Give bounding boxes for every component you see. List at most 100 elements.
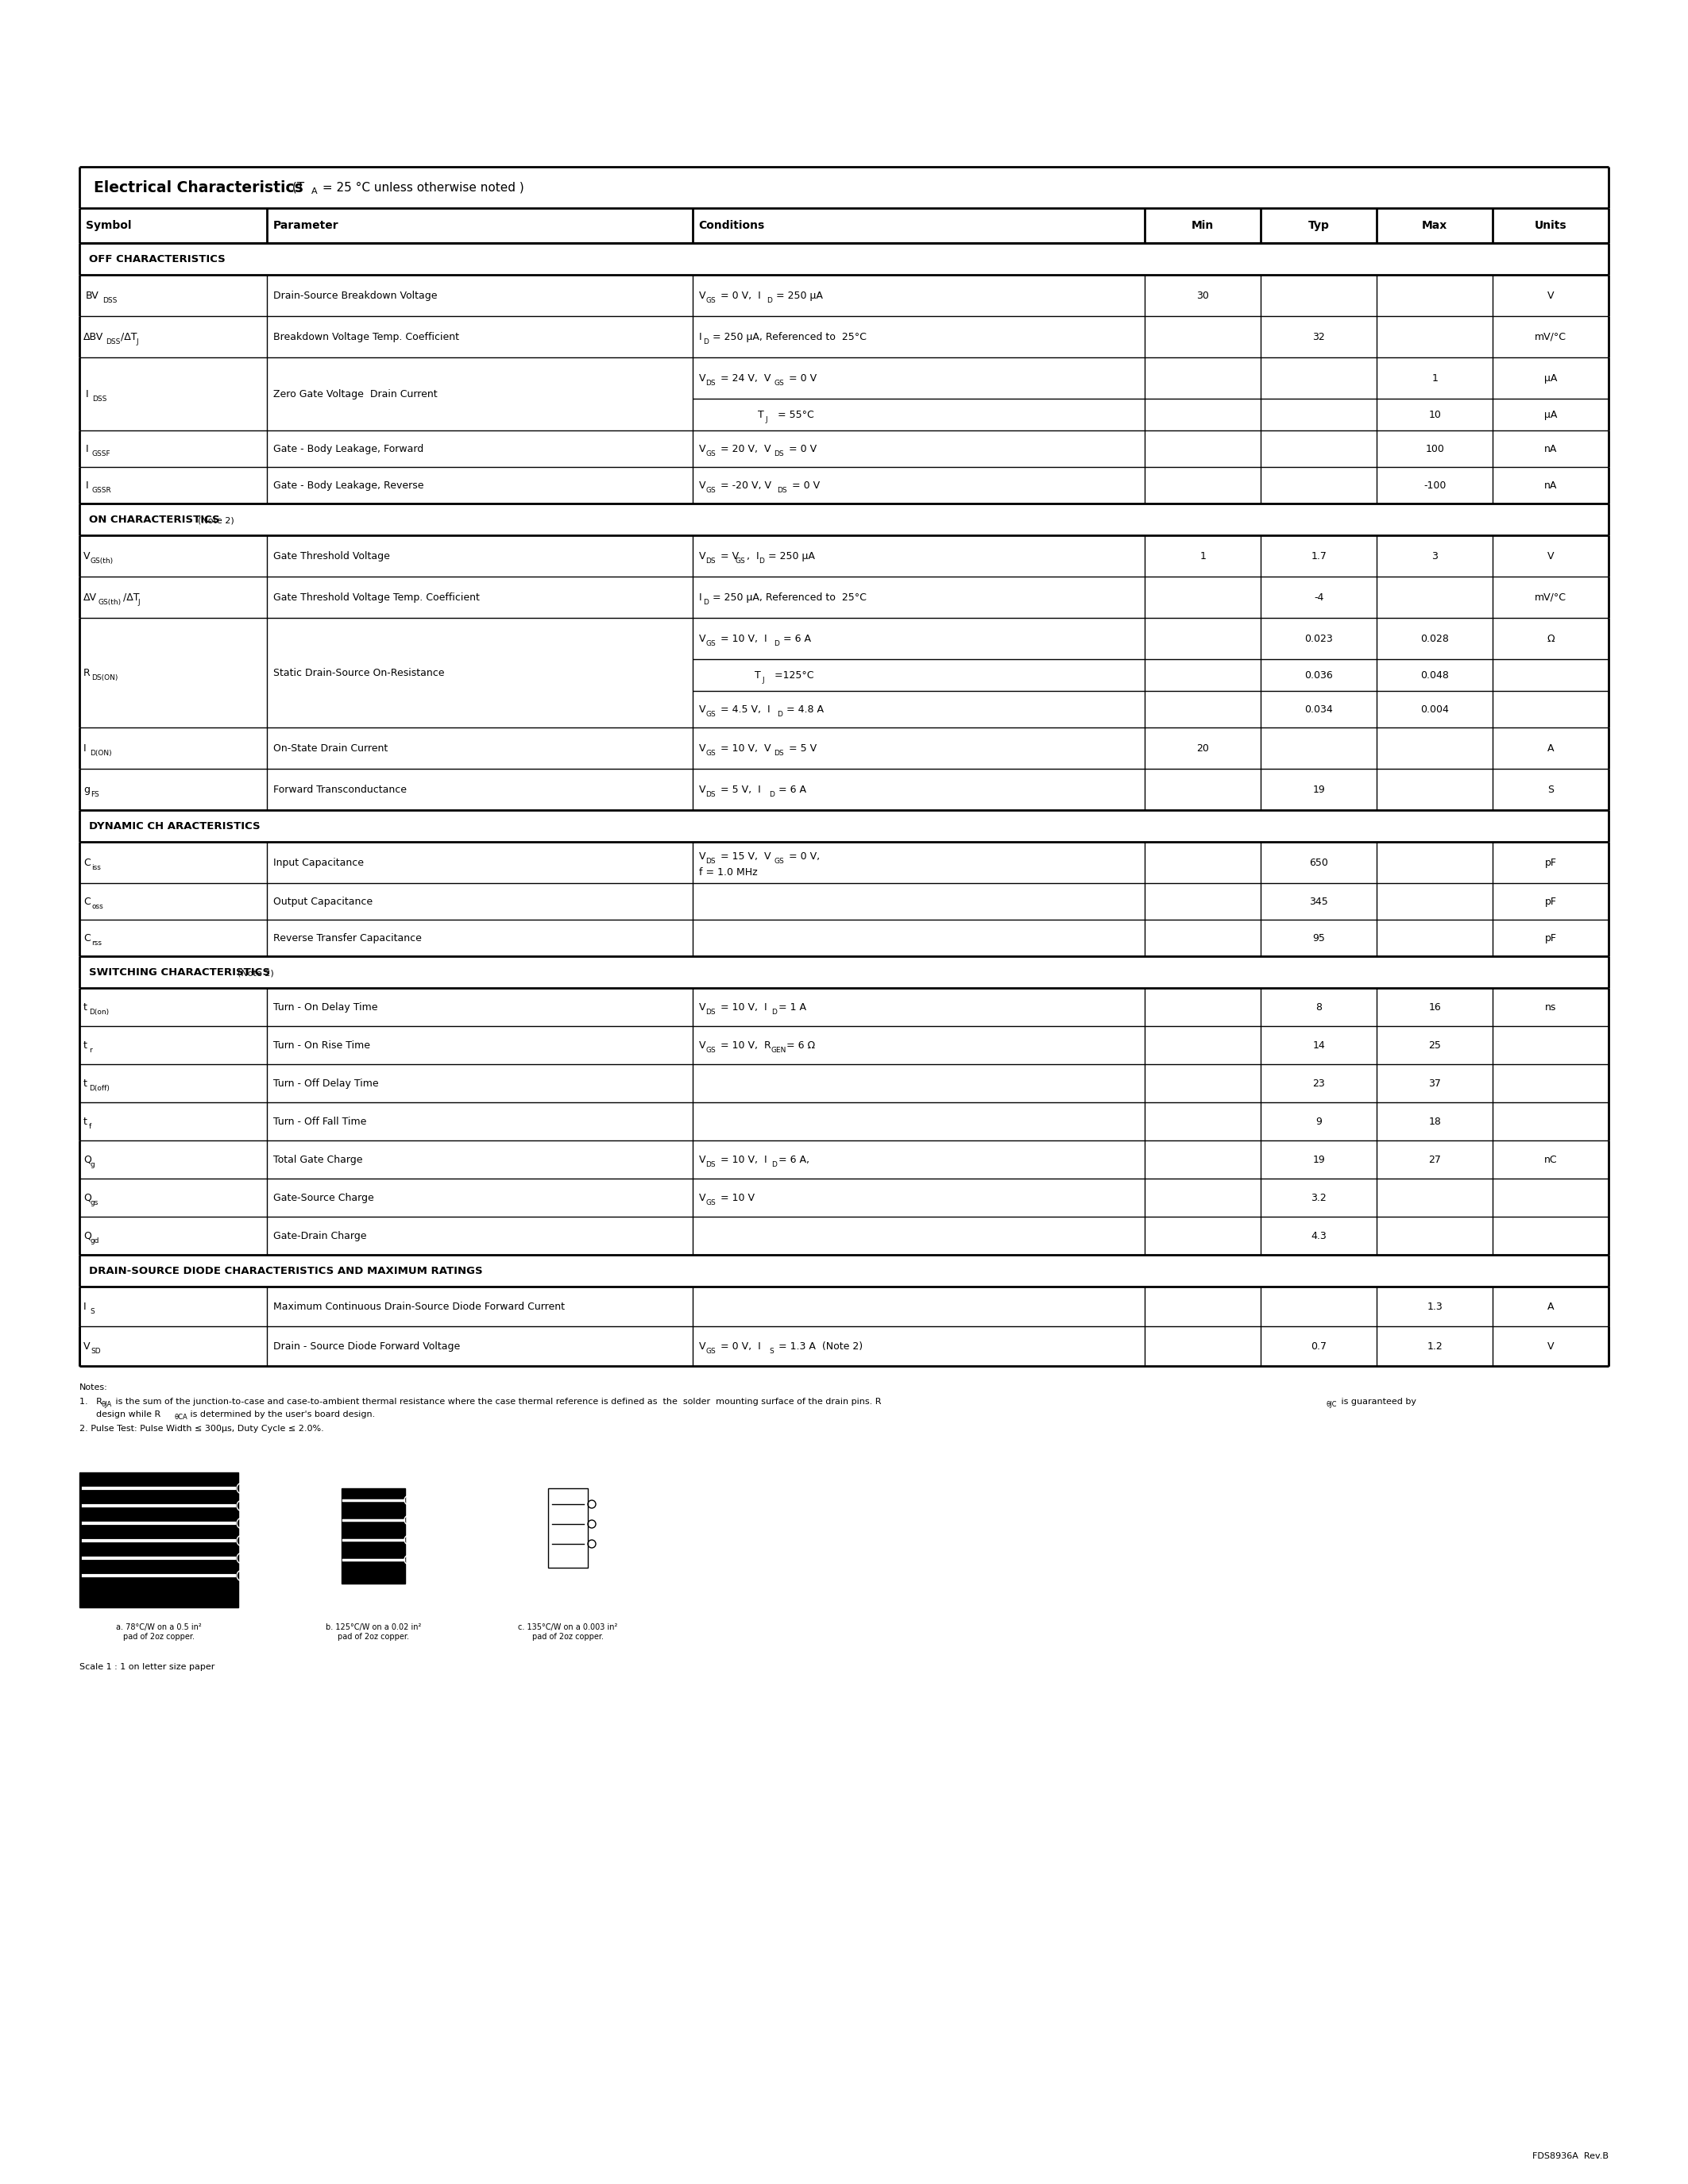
Text: V: V [699,373,706,382]
Text: BV: BV [86,290,100,301]
Bar [549,1487,587,1568]
Text: oss: oss [91,902,103,911]
Text: = 250 μA, Referenced to  25°C: = 250 μA, Referenced to 25°C [709,592,866,603]
Text: V: V [83,1341,89,1352]
Text: is guaranteed by: is guaranteed by [1339,1398,1416,1406]
Text: = 250 μA, Referenced to  25°C: = 250 μA, Referenced to 25°C [709,332,866,343]
Text: ΔV: ΔV [83,592,96,603]
Text: = 0 V,  I: = 0 V, I [717,290,761,301]
Text: Breakdown Voltage Temp. Coefficient: Breakdown Voltage Temp. Coefficient [273,332,459,343]
Text: On-State Drain Current: On-State Drain Current [273,743,388,753]
Text: D: D [770,791,775,797]
Text: FDS8936A  Rev.B: FDS8936A Rev.B [1533,2151,1609,2160]
Text: SWITCHING CHARACTERISTICS: SWITCHING CHARACTERISTICS [89,968,270,976]
Text: GS: GS [706,749,716,756]
Text: GS: GS [775,380,785,387]
Text: DS: DS [706,1009,716,1016]
Text: 2. Pulse Test: Pulse Width ≤ 300μs, Duty Cycle ≤ 2.0%.: 2. Pulse Test: Pulse Width ≤ 300μs, Duty… [79,1424,324,1433]
Text: θCA: θCA [176,1413,187,1422]
Text: V: V [699,703,706,714]
Text: = 0 V: = 0 V [785,443,817,454]
Text: Conditions: Conditions [699,221,765,232]
Text: ON CHARACTERISTICS: ON CHARACTERISTICS [89,513,219,524]
Text: 10: 10 [1428,408,1442,419]
Text: 27: 27 [1428,1155,1442,1164]
Text: 1.3: 1.3 [1426,1302,1443,1313]
Text: 650: 650 [1310,858,1328,867]
Text: Ω: Ω [1546,633,1555,644]
Text: t: t [83,1040,88,1051]
Text: = 6 A,: = 6 A, [775,1155,809,1164]
Text: -4: -4 [1313,592,1323,603]
Text: V: V [83,550,89,561]
Text: T: T [758,408,763,419]
Text: Max: Max [1421,221,1448,232]
Text: OFF CHARACTERISTICS: OFF CHARACTERISTICS [89,253,226,264]
Text: GS: GS [706,487,716,494]
Text: DSS: DSS [93,395,106,402]
Text: J: J [765,415,768,424]
Text: Parameter: Parameter [273,221,339,232]
Text: V: V [699,633,706,644]
Text: r: r [89,1046,91,1053]
Text: DS: DS [706,858,716,865]
Text: /ΔT: /ΔT [123,592,140,603]
Text: 3.2: 3.2 [1312,1192,1327,1203]
Text: A: A [1548,743,1555,753]
Text: 0.048: 0.048 [1420,670,1448,679]
Text: D: D [775,640,780,646]
Text: g: g [91,1160,95,1168]
Text: ns: ns [1545,1002,1556,1011]
Text: C: C [83,858,91,867]
Text: DS: DS [706,791,716,797]
Text: D: D [778,710,783,719]
Text: = 4.5 V,  I: = 4.5 V, I [717,703,770,714]
Text: (Note 2): (Note 2) [192,515,235,524]
Text: GEN: GEN [771,1046,787,1053]
Text: 18: 18 [1428,1116,1442,1127]
Text: c. 135°C/W on a 0.003 in²
pad of 2oz copper.: c. 135°C/W on a 0.003 in² pad of 2oz cop… [518,1623,618,1640]
Text: R: R [83,668,91,677]
Text: = 6 Ω: = 6 Ω [783,1040,815,1051]
Text: 1.   R: 1. R [79,1398,103,1406]
Text: Units: Units [1534,221,1566,232]
Text: GS(th): GS(th) [91,557,113,563]
Text: pF: pF [1545,933,1556,943]
Text: A: A [311,188,317,194]
Text: Drain-Source Breakdown Voltage: Drain-Source Breakdown Voltage [273,290,437,301]
Text: Turn - Off Delay Time: Turn - Off Delay Time [273,1079,378,1088]
Text: V: V [1548,1341,1555,1352]
Text: = 0 V,  I: = 0 V, I [717,1341,761,1352]
Text: t: t [83,1002,88,1011]
Text: I: I [86,389,89,400]
Text: = 10 V,  I: = 10 V, I [717,1002,766,1011]
Text: 0.028: 0.028 [1420,633,1448,644]
Text: DRAIN-SOURCE DIODE CHARACTERISTICS AND MAXIMUM RATINGS: DRAIN-SOURCE DIODE CHARACTERISTICS AND M… [89,1265,483,1275]
Text: nA: nA [1545,480,1556,491]
Text: Maximum Continuous Drain-Source Diode Forward Current: Maximum Continuous Drain-Source Diode Fo… [273,1302,565,1313]
Text: V: V [699,743,706,753]
Text: S: S [770,1348,775,1354]
Text: Min: Min [1192,221,1214,232]
Text: gd: gd [91,1236,100,1245]
Text: 95: 95 [1313,933,1325,943]
Text: I: I [699,592,702,603]
Text: V: V [699,784,706,795]
Text: θJA: θJA [101,1400,111,1409]
Text: = 24 V,  V: = 24 V, V [717,373,770,382]
Text: Input Capacitance: Input Capacitance [273,858,363,867]
Text: is the sum of the junction-to-case and case-to-ambient thermal resistance where : is the sum of the junction-to-case and c… [113,1398,881,1406]
Text: b. 125°C/W on a 0.02 in²
pad of 2oz copper.: b. 125°C/W on a 0.02 in² pad of 2oz copp… [326,1623,422,1640]
Text: = 1.3 A  (Note 2): = 1.3 A (Note 2) [775,1341,863,1352]
Bar [341,1487,405,1583]
Text: D(on): D(on) [89,1009,110,1016]
Text: = 10 V,  I: = 10 V, I [717,633,766,644]
Text: V: V [699,852,706,860]
Text: V: V [699,1002,706,1011]
Text: t: t [83,1116,88,1127]
Text: GSSF: GSSF [93,450,111,456]
Text: DYNAMIC CH ARACTERISTICS: DYNAMIC CH ARACTERISTICS [89,821,260,832]
Text: 4.3: 4.3 [1312,1230,1327,1241]
Text: GS(th): GS(th) [98,598,122,605]
Text: J: J [763,677,765,684]
